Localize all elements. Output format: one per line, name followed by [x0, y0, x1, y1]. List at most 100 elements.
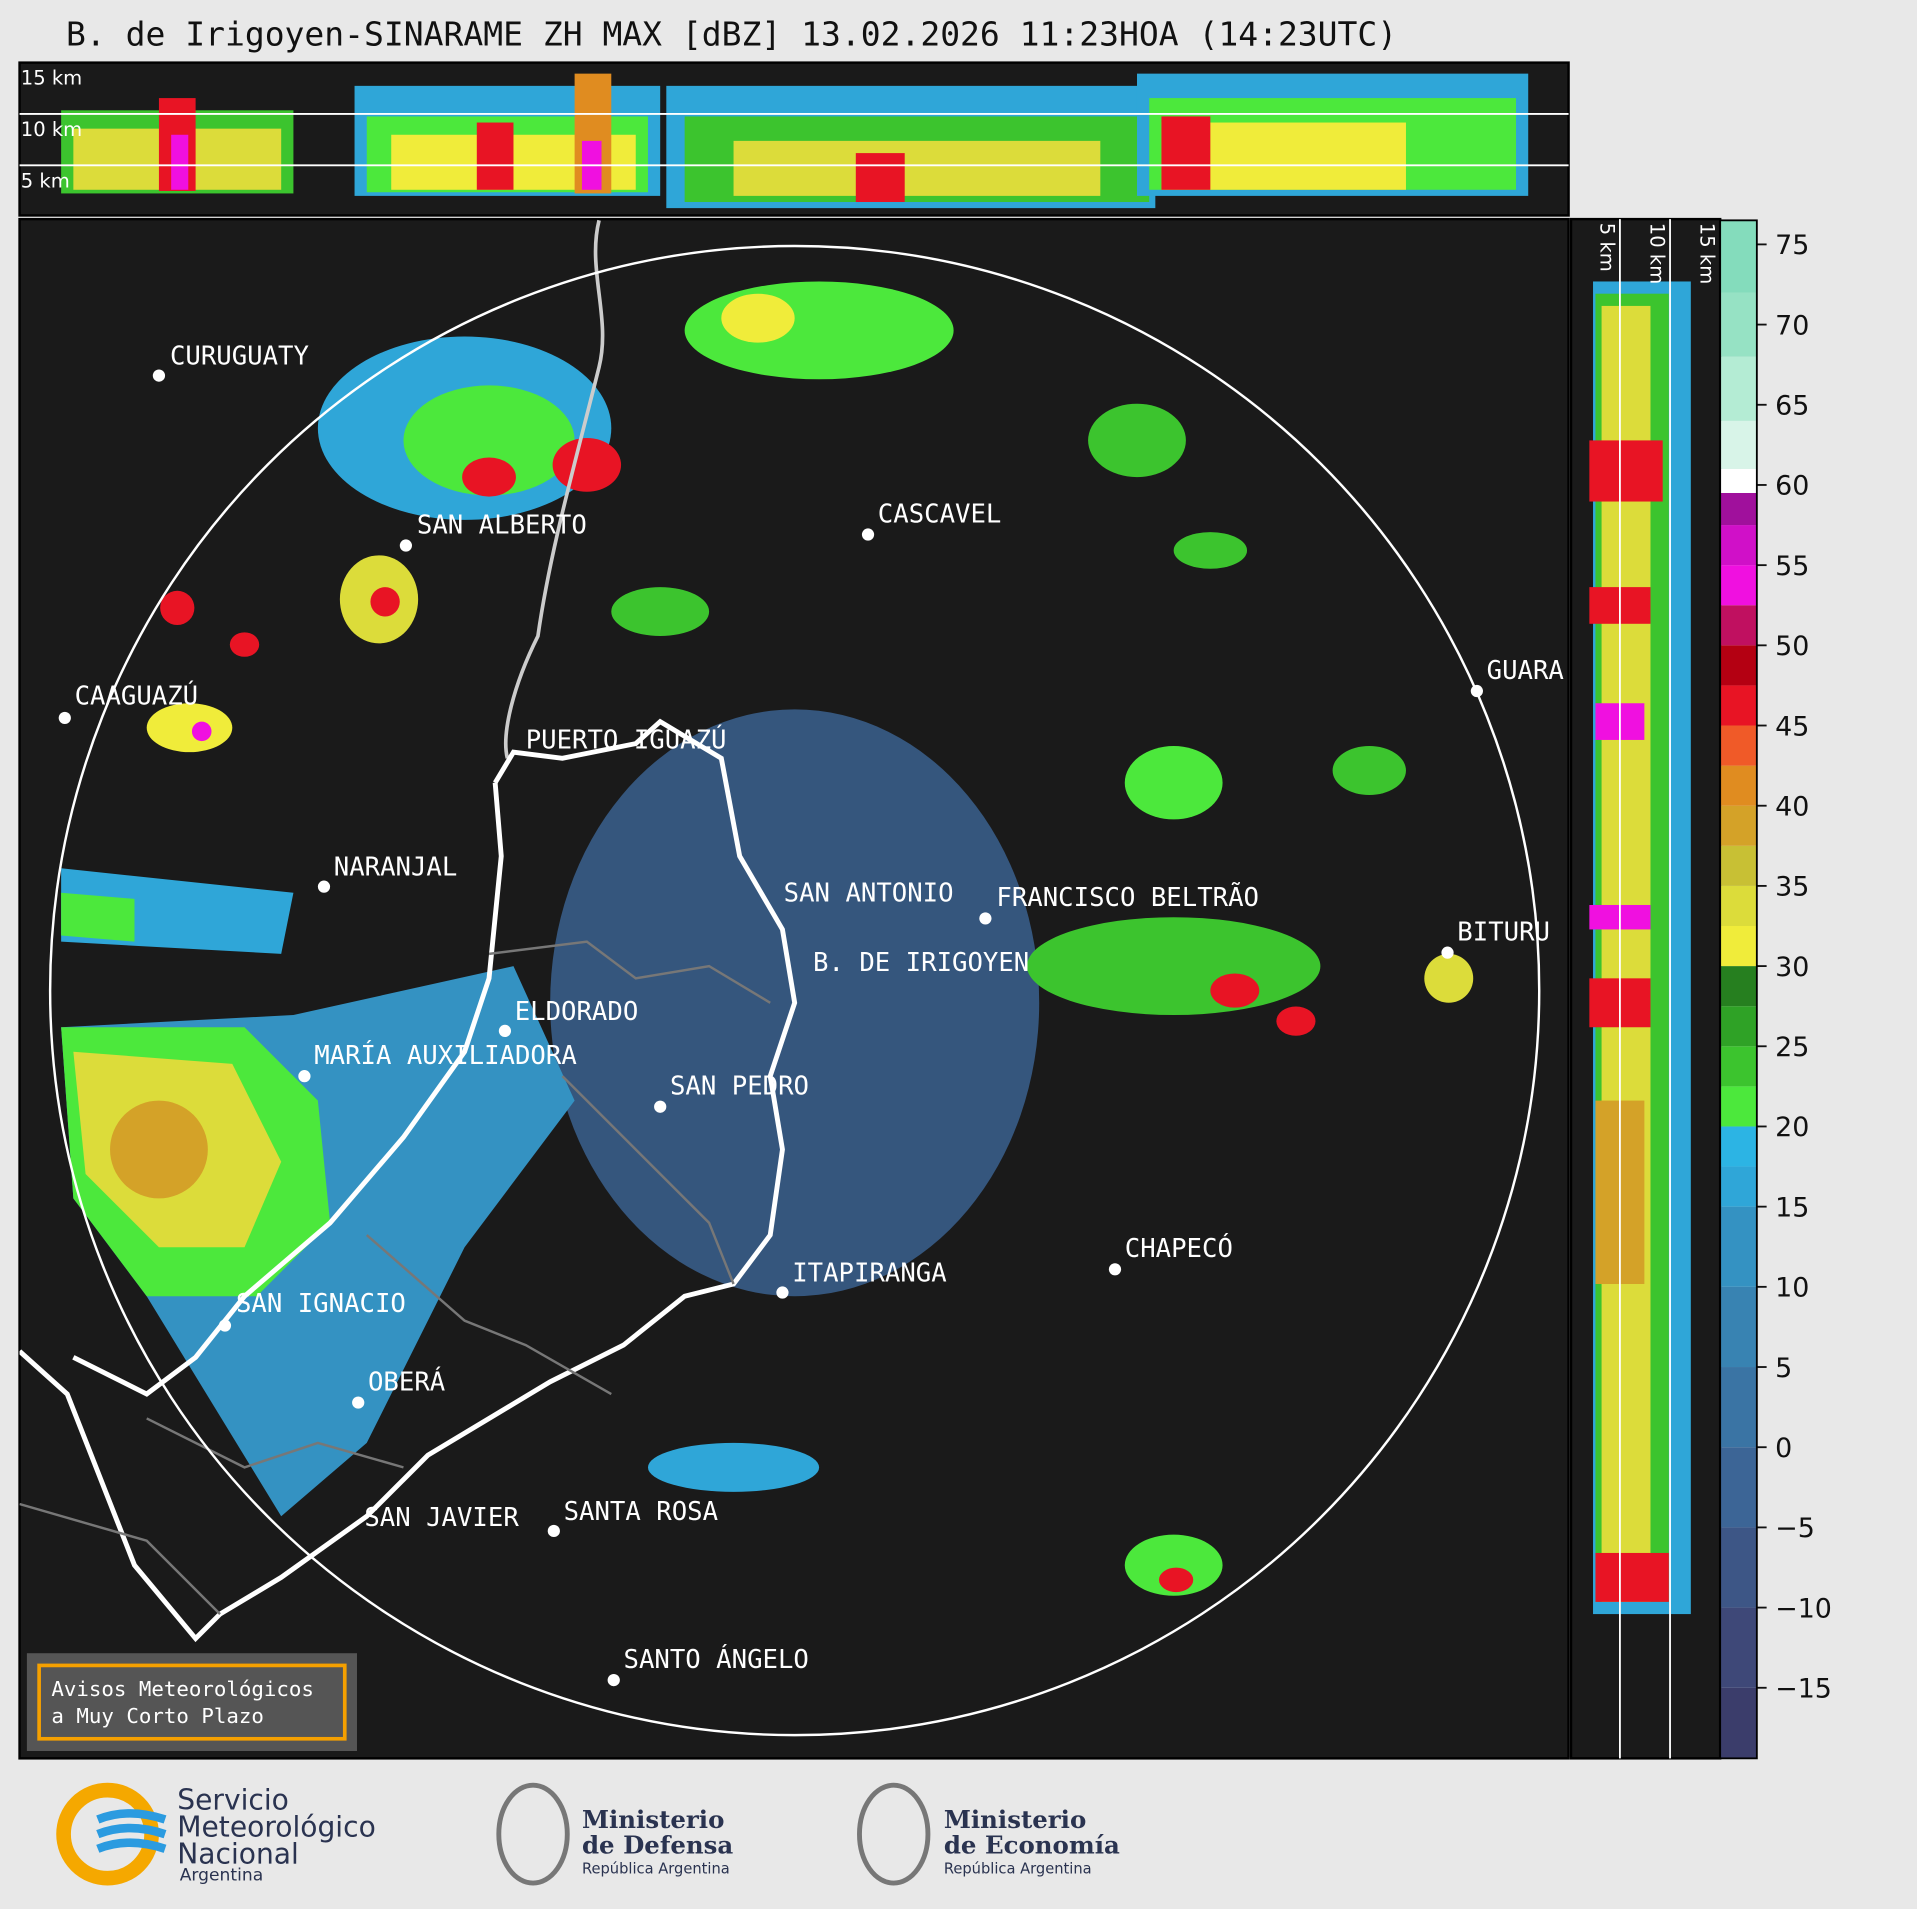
- smn-text: Servicio: [177, 1784, 289, 1817]
- city-label: ELDORADO: [515, 997, 639, 1027]
- colorbar-tick-label: 20: [1775, 1112, 1809, 1143]
- colorbar-band: [1720, 1687, 1757, 1759]
- height-label: 5 km: [21, 169, 70, 192]
- colorbar-band: [1720, 1286, 1757, 1368]
- city-label: SANTO ÁNGELO: [624, 1643, 809, 1675]
- colorbar-band: [1720, 1527, 1757, 1608]
- colorbar-tick-label: 65: [1775, 391, 1809, 422]
- city-dot: [776, 1286, 789, 1299]
- colorbar-tick-label: 55: [1775, 551, 1809, 582]
- ministry-text: República Argentina: [582, 1860, 730, 1877]
- notice-text: Avisos Meteorológicos: [51, 1677, 314, 1701]
- colorbar-band: [1720, 645, 1757, 686]
- city-label: CAAGUAZÚ: [75, 679, 199, 711]
- colorbar-frame: [1719, 219, 1758, 1760]
- colorbar-tick-label: −5: [1775, 1513, 1815, 1544]
- colorbar-band: [1720, 966, 1757, 1007]
- colorbar-band: [1720, 1206, 1757, 1287]
- city-label: GUARA: [1487, 656, 1564, 686]
- footer: Servicio Meteorológico Nacional Argentin…: [56, 1782, 1120, 1886]
- colorbar-band: [1720, 605, 1757, 646]
- notice-border: [37, 1663, 347, 1741]
- ministry-text: de Economía: [944, 1831, 1120, 1860]
- city-dot: [298, 1070, 311, 1083]
- height-label: 15 km: [21, 67, 82, 90]
- colorbar-band: [1720, 220, 1757, 293]
- colorbar-band: [1720, 805, 1757, 846]
- height-label: 5 km: [1595, 223, 1618, 272]
- city-label: SAN ANTONIO: [784, 878, 954, 908]
- city-label: SAN IGNACIO: [236, 1289, 406, 1319]
- colorbar-tick-label: 10: [1775, 1273, 1809, 1304]
- colorbar-band: [1720, 1086, 1757, 1127]
- city-label: CHAPECÓ: [1125, 1232, 1233, 1264]
- colorbar-band: [1720, 1046, 1757, 1087]
- smn-logo-waves: [96, 1809, 167, 1853]
- city-label: SAN PEDRO: [670, 1071, 809, 1101]
- colorbar-tick-label: 60: [1775, 471, 1809, 502]
- city-dot: [1108, 1263, 1122, 1276]
- smn-text: Meteorológico: [177, 1811, 376, 1844]
- colorbar-band: [1720, 725, 1757, 766]
- city-label: FRANCISCO BELTRÃO: [996, 881, 1259, 913]
- colorbar-band: [1720, 925, 1757, 967]
- city-dot: [58, 711, 71, 725]
- city-dot: [317, 880, 331, 893]
- city-dot: [979, 912, 992, 925]
- side-echoes: [1589, 281, 1691, 1615]
- city-dot: [218, 1319, 232, 1332]
- city-label: SAN ALBERTO: [417, 510, 587, 540]
- height-label: 10 km: [1645, 223, 1668, 284]
- ministry-text: Ministerio: [582, 1805, 724, 1834]
- city-label: SANTA ROSA: [564, 1497, 718, 1527]
- city-dot: [1470, 684, 1483, 698]
- map-content: [19, 219, 1541, 1737]
- colorbar-band: [1720, 685, 1757, 726]
- colorbar-band: [1720, 1367, 1757, 1448]
- colorbar-band: [1720, 845, 1757, 886]
- colorbar-band: [1720, 292, 1757, 357]
- colorbar-tick-label: 5: [1775, 1353, 1792, 1384]
- colorbar-tick-label: 70: [1775, 310, 1809, 341]
- smn-text: Argentina: [180, 1866, 263, 1886]
- ministry-text: de Defensa: [582, 1831, 733, 1860]
- colorbar-tick-label: −10: [1775, 1593, 1832, 1624]
- notice-box: [26, 1653, 357, 1752]
- colorbar-band: [1720, 468, 1757, 493]
- ministry-text: República Argentina: [944, 1860, 1092, 1877]
- city-label: BITURU: [1457, 917, 1550, 947]
- height-label: 10 km: [21, 118, 82, 141]
- height-label: 15 km: [1696, 223, 1719, 284]
- city-label: ITAPIRANGA: [792, 1259, 946, 1289]
- colorbar-band: [1720, 1447, 1757, 1528]
- colorbar-tick-label: 50: [1775, 631, 1809, 662]
- ministry-text: Ministerio: [944, 1805, 1086, 1834]
- city-markers: CURUGUATY SAN ALBERTO CAAGUAZÚ PUERTO IG…: [58, 342, 1564, 1687]
- colorbar-band: [1720, 765, 1757, 806]
- colorbar-band: [1720, 885, 1757, 926]
- city-dot: [352, 1396, 365, 1409]
- colorbar-tick-label: 75: [1775, 230, 1809, 261]
- notice-text: a Muy Corto Plazo: [51, 1704, 264, 1728]
- city-dot: [654, 1100, 667, 1113]
- colorbar-tick-label: 15: [1775, 1192, 1809, 1223]
- top-echoes: [61, 73, 1529, 209]
- colorbar-tick-label: 45: [1775, 711, 1809, 742]
- city-label: NARANJAL: [334, 853, 458, 883]
- colorbar-band: [1720, 525, 1757, 566]
- city-label: B. DE IRIGOYEN: [813, 948, 1029, 978]
- colorbar-tick-label: 40: [1775, 791, 1809, 822]
- city-dot: [1441, 946, 1454, 959]
- coat-of-arms: [857, 1782, 931, 1886]
- colorbar-band: [1720, 1166, 1757, 1207]
- colorbar-band: [1720, 1006, 1757, 1047]
- title: B. de Irigoyen-SINARAME ZH MAX [dBZ] 13.…: [66, 15, 1397, 54]
- colorbar-band: [1720, 492, 1757, 526]
- city-label: CURUGUATY: [170, 342, 309, 372]
- colorbar-tick-label: 35: [1775, 872, 1809, 903]
- coat-of-arms: [496, 1782, 570, 1886]
- city-label: PUERTO IGUAZÚ: [526, 723, 727, 755]
- colorbar-band: [1720, 356, 1757, 421]
